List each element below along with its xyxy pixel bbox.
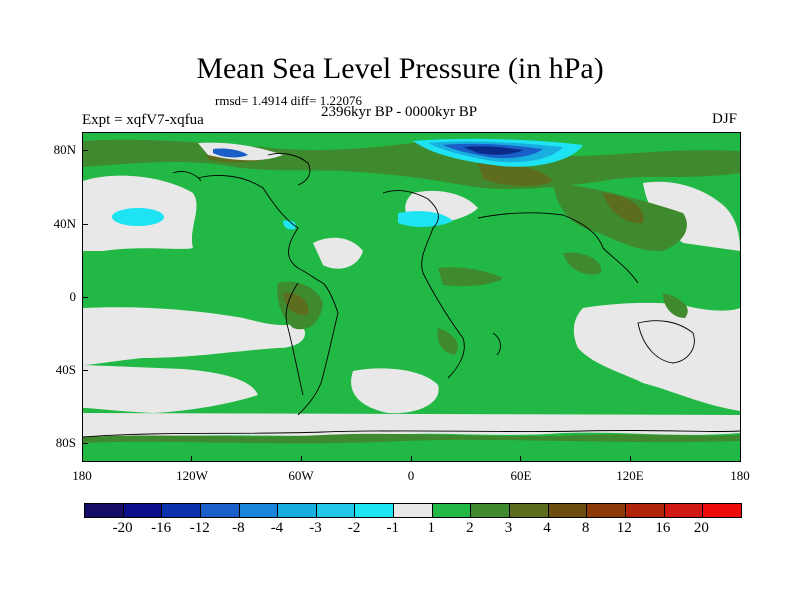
y-tick [82,224,88,225]
colorbar-bin [239,504,279,517]
colorbar-label: -1 [386,520,399,536]
colorbar-label: 8 [581,520,590,536]
x-tick [411,456,412,462]
x-label-60e: 60E [510,468,532,483]
colorbar-bin [316,504,356,517]
x-label-60w: 60W [288,468,314,483]
colorbar-label: 3 [504,520,513,536]
colorbar-label: -8 [232,520,245,536]
y-label-80n: 80N [53,142,76,157]
season-label: DJF [712,111,738,127]
colorbar-label: -20 [112,520,133,536]
colorbar-bin [200,504,240,517]
x-label-0: 0 [407,468,415,483]
colorbar-bin [278,504,317,517]
period-label: 2396kyr BP - 0000kyr BP [321,104,478,120]
y-label-0: 0 [69,289,77,304]
y-label-80s: 80S [55,435,76,450]
x-tick [191,456,192,462]
colorbar-bin [703,504,741,517]
colorbar-bin [510,504,549,517]
colorbar-label: 2 [466,520,474,536]
y-tick [82,370,88,371]
colorbar-bin [355,504,395,517]
colorbar-label: -4 [270,520,284,536]
colorbar-bin [548,504,588,517]
colorbar-bin [394,504,433,517]
colorbar-bin [432,504,472,517]
colorbar-label: 20 [693,520,709,536]
colorbar-bin [471,504,511,517]
colorbar-label: 12 [616,520,632,536]
coastlines [83,152,740,438]
pressure-anomaly-map [82,132,741,462]
experiment-label: Expt = xqfV7-xqfua [82,112,204,128]
colorbar-bin [625,504,665,517]
colorbar-bin [162,504,201,517]
colorbar-label: -3 [309,520,322,536]
x-label-180w: 180 [72,468,92,483]
map-canvas [83,133,740,461]
x-label-180e: 180 [730,468,750,483]
y-tick [82,150,88,151]
x-tick [520,456,521,462]
colorbar [84,503,742,518]
y-tick [82,297,88,298]
colorbar-label: -2 [347,520,361,536]
rmsd-diff-stats: rmsd= 1.4914 diff= 1.22076 [215,93,362,108]
colorbar-label: 4 [543,520,551,536]
colorbar-label: -12 [189,520,210,536]
colorbar-label: 16 [655,520,671,536]
x-tick [630,456,631,462]
southern-green-band [83,439,740,461]
colorbar-bin [587,504,626,517]
colorbar-bin [123,504,163,517]
negative-regions [112,138,583,230]
y-label-40s: 40S [55,362,76,377]
colorbar-bin [664,504,704,517]
page-title: Mean Sea Level Pressure (in hPa) [196,52,604,85]
x-label-120e: 120E [616,468,644,483]
colorbar-bin [85,504,124,517]
x-tick [301,456,302,462]
colorbar-label: 1 [427,520,436,536]
base-field [83,133,740,461]
x-label-120w: 120W [176,468,208,483]
y-tick [82,443,88,444]
colorbar-label: -16 [151,520,172,536]
y-label-40n: 40N [53,216,76,231]
